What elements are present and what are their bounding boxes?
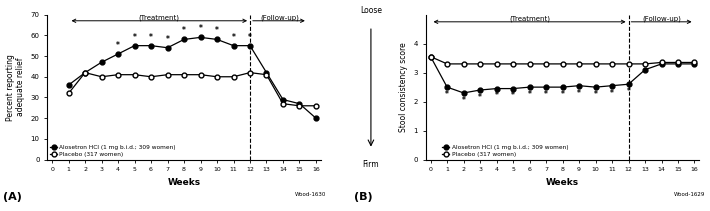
- Text: (B): (B): [354, 192, 373, 202]
- Text: Firm: Firm: [363, 160, 379, 169]
- Text: *: *: [445, 90, 449, 99]
- Text: (Treatment): (Treatment): [509, 15, 550, 22]
- X-axis label: Weeks: Weeks: [546, 178, 579, 187]
- Text: *: *: [182, 26, 186, 35]
- Text: *: *: [231, 32, 236, 42]
- Text: (Follow-up): (Follow-up): [642, 15, 681, 22]
- Text: *: *: [149, 32, 153, 42]
- Text: *: *: [215, 26, 219, 35]
- Text: *: *: [495, 92, 498, 100]
- Legend: Alosetron HCl (1 mg b.i.d.; 309 women), Placebo (317 women): Alosetron HCl (1 mg b.i.d.; 309 women), …: [442, 145, 568, 157]
- Text: *: *: [133, 32, 136, 42]
- Text: Wood-1630: Wood-1630: [295, 192, 327, 197]
- Text: *: *: [610, 89, 614, 97]
- Text: *: *: [478, 93, 482, 102]
- Text: *: *: [248, 32, 252, 42]
- Text: *: *: [511, 92, 515, 100]
- Text: *: *: [561, 90, 564, 99]
- Text: *: *: [627, 87, 630, 96]
- Legend: Alosetron HCl (1 mg b.i.d.; 309 women), Placebo (317 women): Alosetron HCl (1 mg b.i.d.; 309 women), …: [50, 145, 176, 157]
- Text: *: *: [199, 24, 202, 33]
- Text: Loose: Loose: [360, 5, 382, 15]
- Text: *: *: [594, 90, 598, 99]
- Text: *: *: [165, 35, 170, 44]
- Text: Wood-1629: Wood-1629: [674, 192, 705, 197]
- Text: (Follow-up): (Follow-up): [261, 14, 299, 21]
- Text: (A): (A): [4, 192, 22, 202]
- X-axis label: Weeks: Weeks: [168, 178, 201, 187]
- Text: *: *: [577, 89, 581, 97]
- Text: *: *: [544, 90, 548, 99]
- Text: (Treatment): (Treatment): [138, 14, 180, 21]
- Text: *: *: [528, 90, 532, 99]
- Y-axis label: Percent reporting
adequate relief: Percent reporting adequate relief: [6, 54, 25, 120]
- Text: *: *: [462, 96, 466, 105]
- Y-axis label: Stool consistency score: Stool consistency score: [399, 42, 408, 132]
- Text: *: *: [116, 41, 120, 50]
